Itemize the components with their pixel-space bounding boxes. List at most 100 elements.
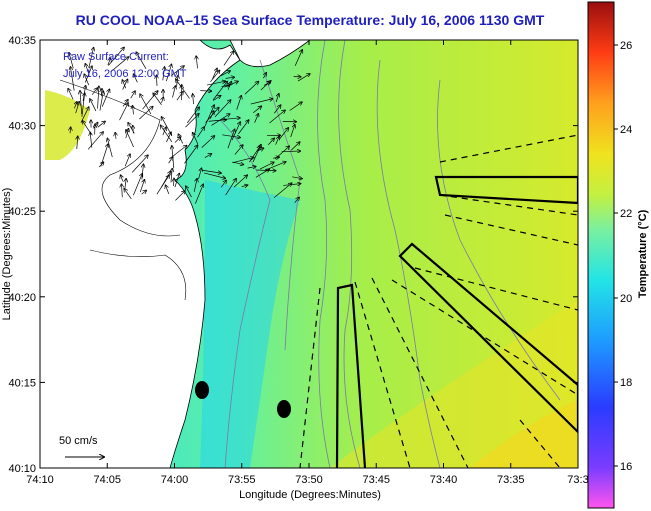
current-vector: [193, 94, 194, 105]
current-vector: [139, 107, 152, 120]
current-vector: [132, 106, 133, 115]
current-vector: [249, 146, 260, 163]
current-vector: [122, 184, 123, 198]
current-vector: [247, 166, 256, 168]
current-vector: [121, 175, 123, 182]
current-vector: [122, 80, 127, 89]
current-vector: [210, 111, 213, 119]
current-vector: [232, 157, 254, 164]
current-vector: [222, 134, 240, 138]
current-vector: [176, 79, 190, 99]
current-vector: [290, 142, 300, 151]
current-vector: [119, 103, 128, 121]
current-vector: [125, 179, 126, 189]
current-vector: [290, 125, 295, 138]
mooring-marker-west: [195, 381, 209, 399]
y-tick-label: 40:25: [8, 206, 36, 218]
current-vector: [289, 102, 302, 111]
x-tick-label: 73:45: [362, 474, 390, 486]
current-vector: [174, 173, 179, 188]
current-vector: [294, 197, 300, 203]
current-vector: [276, 94, 279, 103]
current-vector: [260, 81, 271, 91]
current-vector: [77, 136, 78, 150]
surface-current-vectors: [68, 47, 310, 204]
current-vector: [212, 81, 227, 100]
current-vector: [212, 96, 221, 101]
current-vector: [175, 191, 185, 201]
current-vector: [124, 189, 132, 200]
colorbar-label: Temperature (°C): [637, 209, 649, 298]
current-vector: [196, 56, 197, 69]
current-vector: [186, 186, 192, 198]
current-vector: [93, 122, 98, 129]
map-title: RU COOL NOAA–15 Sea Surface Temperature:…: [75, 12, 545, 28]
current-vector: [206, 81, 225, 86]
y-axis-ticks: 40:35 40:30 40:25 40:20 40:15 40:10: [8, 35, 578, 475]
transect-box-east: [434, 175, 578, 205]
x-tick-label: 74:10: [26, 474, 54, 486]
current-vector: [136, 52, 147, 70]
current-vector: [273, 157, 279, 158]
current-vector: [122, 79, 128, 90]
current-vector: [204, 105, 215, 127]
transect-box-southeast: [398, 242, 578, 434]
current-vector: [220, 180, 226, 188]
current-vector: [234, 145, 243, 155]
current-vector: [87, 132, 103, 150]
y-tick-label: 40:35: [8, 35, 36, 47]
current-vector: [225, 77, 235, 78]
current-vector: [125, 129, 129, 139]
x-axis-ticks: 74:10 74:05 74:00 73:55 73:50 73:45 73:40 73:35…: [26, 40, 589, 486]
mooring-marker-east: [277, 400, 291, 418]
current-vector: [142, 91, 158, 110]
current-vector: [99, 91, 103, 111]
current-vector: [88, 48, 94, 69]
current-vector: [75, 102, 80, 114]
current-vector: [297, 74, 310, 82]
current-vector: [227, 81, 231, 90]
current-vector: [274, 105, 280, 114]
current-vector: [233, 175, 247, 188]
current-vector: [253, 106, 261, 114]
current-vector: [227, 129, 235, 149]
x-tick-label: 73:35: [497, 474, 525, 486]
current-vector: [238, 120, 248, 135]
current-vector: [203, 172, 225, 178]
colorbar-ticks: 26 24 22 20 18 16: [614, 40, 632, 473]
current-vector: [211, 114, 230, 126]
colorbar-tick-label: 26: [620, 40, 632, 52]
current-vector: [82, 86, 86, 102]
current-vector: [232, 161, 243, 164]
current-vector: [174, 137, 181, 143]
current-vector: [100, 144, 108, 167]
scale-label: 50 cm/s: [59, 435, 98, 447]
current-vector: [141, 190, 147, 195]
current-vector: [250, 99, 273, 105]
warm-water-region: [330, 300, 578, 468]
current-vector: [97, 121, 105, 128]
current-vector: [281, 151, 301, 152]
x-tick-label: 74:05: [93, 474, 121, 486]
current-vector: [195, 184, 203, 204]
current-vector: [133, 126, 134, 134]
current-vector: [198, 168, 202, 180]
current-vector: [124, 154, 130, 167]
current-vector: [115, 133, 116, 139]
current-vector: [214, 100, 231, 118]
x-tick-label: 74:00: [161, 474, 189, 486]
current-vector: [204, 154, 212, 158]
current-vector: [163, 67, 165, 81]
colorbar-tick-label: 18: [620, 377, 632, 389]
colorbar-tick-label: 16: [620, 461, 632, 473]
current-vector: [236, 96, 242, 110]
current-vector: [221, 71, 230, 77]
current-vector: [254, 114, 259, 123]
current-vector: [208, 120, 227, 122]
current-vector: [273, 183, 292, 198]
y-tick-label: 40:20: [8, 292, 36, 304]
current-vector: [210, 70, 220, 82]
y-axis-label: Latitude (Degrees:Minutes): [1, 188, 13, 321]
y-tick-label: 40:15: [8, 377, 36, 389]
cold-water-band: [200, 180, 300, 468]
